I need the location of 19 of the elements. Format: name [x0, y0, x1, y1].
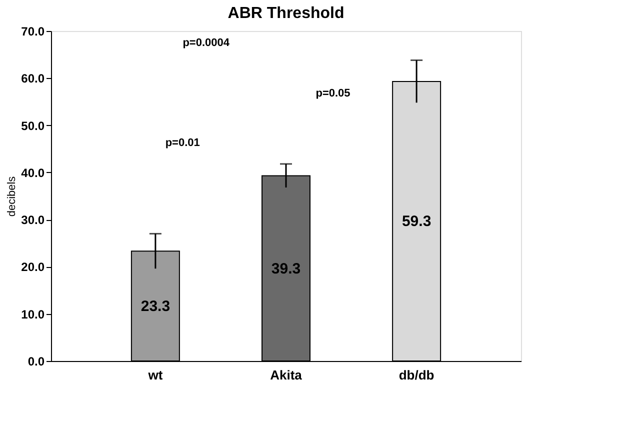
- y-tick-label: 20.0: [21, 260, 45, 274]
- data-label: 39.3: [271, 260, 301, 278]
- y-tick-label: 10.0: [21, 307, 45, 322]
- data-label: 59.3: [402, 213, 432, 230]
- annotation: p=0.05: [316, 88, 350, 100]
- y-tick-label: 50.0: [21, 118, 45, 133]
- x-tick-label: db/db: [398, 368, 434, 382]
- y-tick-label: 0.0: [28, 354, 45, 368]
- y-tick-label: 70.0: [21, 24, 45, 38]
- y-tick-label: 60.0: [21, 72, 45, 86]
- x-tick-label: Akita: [270, 368, 303, 382]
- y-tick-label: 30.0: [21, 213, 45, 228]
- data-label: 23.3: [140, 298, 170, 316]
- y-tick-label: 40.0: [21, 166, 45, 180]
- y-axis-title: decibels: [6, 176, 18, 217]
- annotation: p=0.0004: [182, 37, 230, 49]
- chart-title: ABR Threshold: [228, 5, 344, 22]
- x-tick-label: wt: [147, 368, 164, 382]
- annotation: p=0.01: [165, 137, 200, 150]
